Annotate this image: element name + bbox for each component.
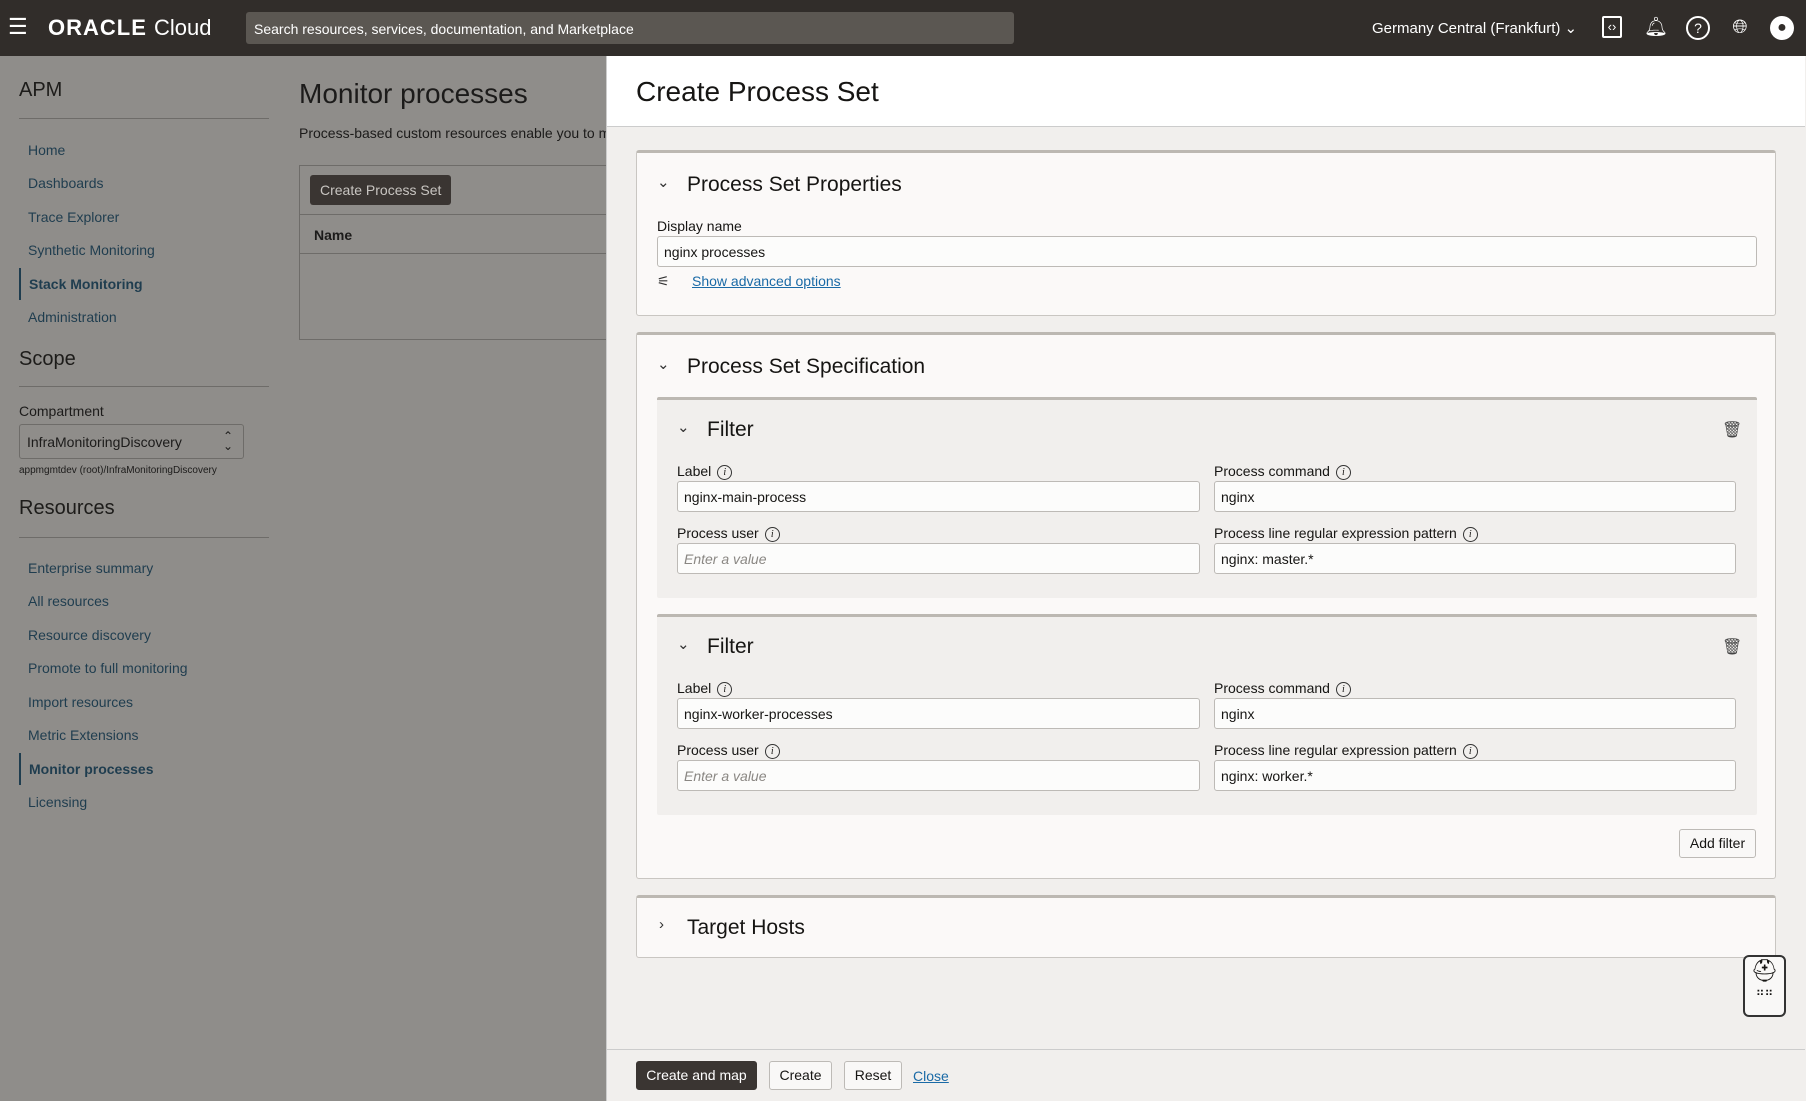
info-icon[interactable]: i <box>764 527 780 542</box>
process-user-label: Process user i <box>677 742 780 759</box>
sliders-icon: ⚟ <box>657 273 670 289</box>
nav-metric-extensions[interactable]: Metric Extensions <box>28 727 139 743</box>
process-command-label: Process command i <box>1214 680 1351 697</box>
info-icon[interactable]: i <box>717 682 733 697</box>
label-label: Label i <box>677 680 733 697</box>
search-input[interactable]: Search resources, services, documentatio… <box>246 12 1014 44</box>
compartment-select[interactable]: InfraMonitoringDiscovery ⌃ ⌄ <box>19 424 244 459</box>
sidebar-title: APM <box>19 79 63 101</box>
chevron-down-icon[interactable]: ⌄ <box>657 356 670 373</box>
oracle-logo[interactable]: ORACLE Cloud <box>48 15 212 40</box>
nav-all-resources[interactable]: All resources <box>28 593 109 609</box>
create-process-set-button[interactable]: Create Process Set <box>310 175 452 205</box>
help-icon[interactable]: ? <box>1686 16 1710 40</box>
delete-trash-icon[interactable]: 🗑︎ <box>1722 639 1743 656</box>
process-command-input[interactable]: nginx <box>1214 698 1736 729</box>
profile-avatar-icon[interactable]: ● <box>1770 16 1794 40</box>
grid-dots-icon: ⠶⠶ <box>1755 985 1774 999</box>
close-link[interactable]: Close <box>913 1068 949 1084</box>
section-title[interactable]: Process Set Specification <box>687 355 926 378</box>
scope-title: Scope <box>19 348 76 370</box>
nav-dashboards[interactable]: Dashboards <box>28 175 104 191</box>
divider <box>19 118 269 119</box>
filter-title[interactable]: Filter <box>707 418 754 441</box>
display-name-input[interactable]: nginx processes <box>657 236 1757 267</box>
divider <box>19 386 269 387</box>
pattern-input[interactable]: nginx: worker.* <box>1214 760 1736 791</box>
chevron-down-icon[interactable]: ⌄ <box>677 636 690 653</box>
nav-import-resources[interactable]: Import resources <box>28 694 134 710</box>
process-user-input[interactable]: Enter a value <box>677 760 1200 791</box>
background-page-dimmed: APM Home Dashboards Trace Explorer Synth… <box>0 56 610 1101</box>
pattern-label: Process line regular expression pattern i <box>1214 525 1478 542</box>
nav-administration[interactable]: Administration <box>28 309 117 325</box>
nav-promote-full-monitoring[interactable]: Promote to full monitoring <box>28 660 188 676</box>
chevron-right-icon[interactable]: › <box>659 916 664 933</box>
info-icon[interactable]: i <box>1462 744 1478 759</box>
lifebuoy-icon: ⛑︎ <box>1750 958 1779 983</box>
process-set-specification-section: ⌄ Process Set Specification ⌄ Filter 🗑︎ … <box>636 332 1776 879</box>
nav-enterprise-summary[interactable]: Enterprise summary <box>28 560 154 576</box>
language-globe-icon[interactable]: 🌐︎ <box>1732 17 1748 38</box>
process-sets-table: Create Process Set Name <box>299 165 609 340</box>
region-selector[interactable]: Germany Central (Frankfurt) ⌄ <box>1372 20 1578 37</box>
delete-trash-icon[interactable]: 🗑︎ <box>1722 422 1743 439</box>
drawer-title: Create Process Set <box>636 76 879 107</box>
info-icon[interactable]: i <box>1335 465 1351 480</box>
reset-button[interactable]: Reset <box>844 1061 902 1090</box>
nav-trace-explorer[interactable]: Trace Explorer <box>28 209 120 225</box>
filter-card: ⌄ Filter 🗑︎ Label i nginx-worker-processe… <box>657 614 1757 815</box>
info-icon[interactable]: i <box>717 465 733 480</box>
chevron-down-icon[interactable]: ⌄ <box>677 419 690 436</box>
label-label: Label i <box>677 463 733 480</box>
create-process-set-drawer: Create Process Set ⌄ Process Set Propert… <box>606 56 1806 1101</box>
filter-card: ⌄ Filter 🗑︎ Label i nginx-main-process Pr… <box>657 397 1757 598</box>
select-arrows-icon: ⌃ ⌄ <box>222 429 233 453</box>
info-icon[interactable]: i <box>1335 682 1351 697</box>
show-advanced-options-link[interactable]: Show advanced options <box>692 273 841 289</box>
nav-resource-discovery[interactable]: Resource discovery <box>28 627 151 643</box>
nav-monitor-processes[interactable]: Monitor processes <box>19 753 153 785</box>
compartment-path: appmgmtdev (root)/InfraMonitoringDiscove… <box>19 465 217 476</box>
label-input[interactable]: nginx-worker-processes <box>677 698 1200 729</box>
code-editor-icon[interactable]: ‹› <box>1602 16 1622 38</box>
table-header-name[interactable]: Name <box>300 214 608 254</box>
nav-licensing[interactable]: Licensing <box>28 794 88 810</box>
target-hosts-section: › Target Hosts <box>636 895 1776 958</box>
nav-synthetic-monitoring[interactable]: Synthetic Monitoring <box>28 242 155 258</box>
label-input[interactable]: nginx-main-process <box>677 481 1200 512</box>
compartment-label: Compartment <box>19 403 104 419</box>
nav-home[interactable]: Home <box>28 142 66 158</box>
nav-stack-monitoring[interactable]: Stack Monitoring <box>19 268 143 300</box>
info-icon[interactable]: i <box>1462 527 1478 542</box>
chevron-down-icon[interactable]: ⌄ <box>657 174 670 191</box>
section-title[interactable]: Target Hosts <box>687 916 805 939</box>
filter-title[interactable]: Filter <box>707 635 754 658</box>
help-lifebuoy-widget[interactable]: ⛑︎ ⠶⠶ <box>1743 955 1786 1017</box>
drawer-footer: Create and map Create Reset Close <box>607 1049 1805 1101</box>
pattern-input[interactable]: nginx: master.* <box>1214 543 1736 574</box>
create-and-map-button[interactable]: Create and map <box>636 1061 757 1090</box>
pattern-label: Process line regular expression pattern i <box>1214 742 1478 759</box>
create-button[interactable]: Create <box>769 1061 832 1090</box>
resources-title: Resources <box>19 497 115 519</box>
info-icon[interactable]: i <box>764 744 780 759</box>
display-name-label: Display name <box>657 218 742 234</box>
process-command-label: Process command i <box>1214 463 1351 480</box>
process-user-label: Process user i <box>677 525 780 542</box>
drawer-header: Create Process Set <box>607 56 1805 127</box>
add-filter-button[interactable]: Add filter <box>1679 829 1756 858</box>
page-description: Process-based custom resources enable yo… <box>299 125 611 141</box>
notifications-bell-icon[interactable]: 🔔︎ <box>1644 17 1669 38</box>
page-title: Monitor processes <box>299 78 528 109</box>
section-title[interactable]: Process Set Properties <box>687 173 902 196</box>
hamburger-menu-icon[interactable]: ☰ <box>8 14 28 39</box>
top-bar: ☰ ORACLE Cloud Search resources, service… <box>0 0 1806 56</box>
process-command-input[interactable]: nginx <box>1214 481 1736 512</box>
process-set-properties-section: ⌄ Process Set Properties Display name ng… <box>636 150 1776 316</box>
process-user-input[interactable]: Enter a value <box>677 543 1200 574</box>
divider <box>19 537 269 538</box>
